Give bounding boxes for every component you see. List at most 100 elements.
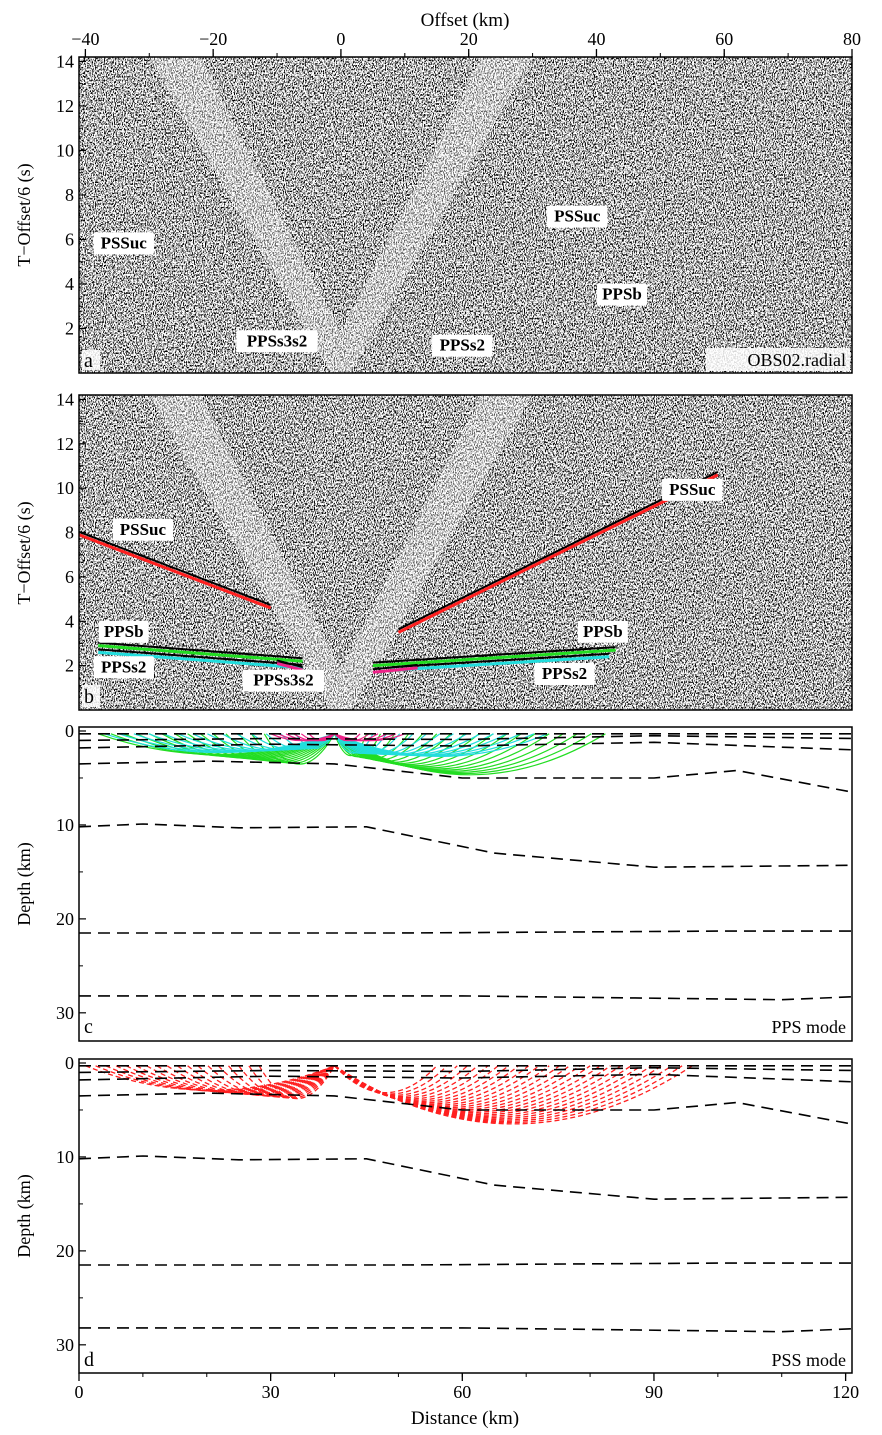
ray-path — [334, 733, 406, 742]
y-tick-label: 2 — [65, 656, 74, 676]
top-tick-label: 60 — [715, 29, 733, 49]
panel-c-tag: PPS mode — [771, 1017, 846, 1037]
calculated-travel-time — [98, 650, 303, 670]
velocity-interfaces-d — [79, 1065, 852, 1333]
ray-path — [228, 1065, 335, 1098]
y-tick-label: 4 — [65, 611, 74, 631]
phase-label: PPSb — [583, 622, 623, 641]
y-tick-label: 6 — [65, 229, 74, 249]
panel-a-tag: OBS02.radial — [748, 350, 847, 370]
phase-label: PPSs2 — [101, 657, 146, 676]
panel-b-letter: b — [84, 686, 94, 708]
velocity-interface — [79, 823, 852, 869]
velocity-interface — [79, 995, 852, 1001]
panel-c-frame — [78, 726, 853, 1042]
ray-path — [85, 1065, 335, 1091]
panel-a-ylabel: T−Offset/6 (s) — [14, 163, 35, 266]
ray-path — [177, 1065, 335, 1096]
y-tick-label: 12 — [56, 434, 74, 454]
top-tick-label: 80 — [843, 29, 861, 49]
panel-b-frame — [78, 394, 853, 711]
phase-label-bg — [597, 283, 648, 306]
bottom-axis-ticks: 0 30 60 90 120 — [75, 1373, 859, 1402]
phase-label: PSSuc — [120, 520, 167, 539]
ray-path — [334, 1065, 530, 1105]
depth-tick-label: 20 — [56, 1241, 74, 1261]
depth-tick-label: 0 — [65, 1053, 74, 1073]
panel-d-yticks: 0 10 20 30 — [56, 1053, 86, 1355]
velocity-interface — [79, 1327, 852, 1333]
observed-pick — [79, 530, 272, 606]
observed-pick — [391, 652, 610, 669]
phase-label-bg — [432, 334, 493, 357]
phase-label-bg — [662, 478, 723, 501]
panel-d-letter: d — [84, 1349, 94, 1371]
observed-pick — [98, 641, 303, 660]
ray-path — [334, 1065, 591, 1113]
velocity-interfaces-c — [79, 733, 852, 1001]
panel-c-yticks: 0 10 20 30 — [56, 721, 86, 1023]
velocity-interface — [79, 734, 852, 742]
phase-label-bg — [577, 620, 628, 643]
phase-label: PPSs3s2 — [253, 671, 313, 690]
y-tick-label: 4 — [65, 274, 74, 294]
depth-tick-label: 10 — [56, 1147, 74, 1167]
ray-path — [308, 733, 335, 742]
y-tick-label: 10 — [56, 140, 74, 160]
ray-path — [334, 1065, 479, 1099]
depth-tick-label: 30 — [56, 1335, 74, 1355]
phase-label: PPSb — [104, 622, 144, 641]
phase-label-bg — [98, 620, 149, 643]
panel-a: PSSuc PSSuc PPSb PPSs3s2 PPSs2 2 4 6 8 10 12 14 T−… — [14, 51, 853, 374]
top-tick-label: 20 — [460, 29, 478, 49]
bottom-tick-label: 90 — [645, 1382, 663, 1402]
observed-pick — [98, 648, 303, 666]
ray-path — [334, 1065, 632, 1117]
ray-path — [334, 1065, 489, 1100]
y-tick-label: 6 — [65, 567, 74, 587]
phase-label-bg — [547, 205, 608, 228]
phase-label: PSSuc — [669, 480, 716, 499]
panel-d-tag: PSS mode — [771, 1350, 846, 1370]
top-axis-ticks: −40 −20 0 20 40 60 80 — [71, 29, 861, 57]
velocity-interface — [79, 760, 852, 793]
depth-tick-label: 30 — [56, 1003, 74, 1023]
y-tick-label: 8 — [65, 523, 74, 543]
top-tick-label: 0 — [336, 29, 345, 49]
calculated-travel-time — [372, 666, 418, 674]
phase-label-bg — [93, 656, 154, 679]
phase-label-bg — [93, 232, 154, 255]
phase-label: PPSb — [602, 285, 642, 304]
phase-label: PPSs2 — [440, 336, 485, 355]
panel-c-ylabel: Depth (km) — [14, 842, 35, 925]
top-axis-label: Offset (km) — [421, 10, 510, 31]
velocity-interface — [79, 1066, 852, 1074]
direct-wave-cone-a — [149, 57, 533, 373]
velocity-interface — [79, 1073, 852, 1083]
y-tick-label: 12 — [56, 96, 74, 116]
direct-wave-cone-b — [149, 395, 533, 710]
phase-label-bg — [242, 669, 325, 692]
depth-tick-label: 0 — [65, 721, 74, 741]
panel-a-letter: a — [84, 350, 93, 372]
panel-a-yticks: 2 4 6 8 10 12 14 — [56, 51, 86, 352]
top-tick-label: −20 — [199, 29, 227, 49]
depth-tick-label: 10 — [56, 815, 74, 835]
bottom-tick-label: 60 — [453, 1382, 471, 1402]
panel-a-frame — [78, 56, 853, 374]
calculated-travel-time — [391, 655, 610, 672]
y-tick-label: 14 — [56, 389, 74, 409]
calculated-travel-time — [276, 661, 303, 672]
ray-path — [334, 733, 548, 757]
panel-b: PSSuc PSSuc PPSb PPSb PPSs2 PPSs2 PPSs3s2 2 4 6 8… — [14, 389, 853, 711]
phase-label-bg — [112, 518, 174, 541]
calculated-travel-time — [372, 648, 616, 668]
bottom-tick-label: 120 — [832, 1382, 859, 1402]
y-tick-label: 14 — [56, 51, 74, 71]
ray-path — [258, 1065, 336, 1100]
panel-b-yticks: 2 4 6 8 10 12 14 — [56, 389, 86, 689]
ray-path — [207, 1065, 335, 1097]
top-tick-label: −40 — [71, 29, 99, 49]
observed-pick — [372, 663, 418, 671]
